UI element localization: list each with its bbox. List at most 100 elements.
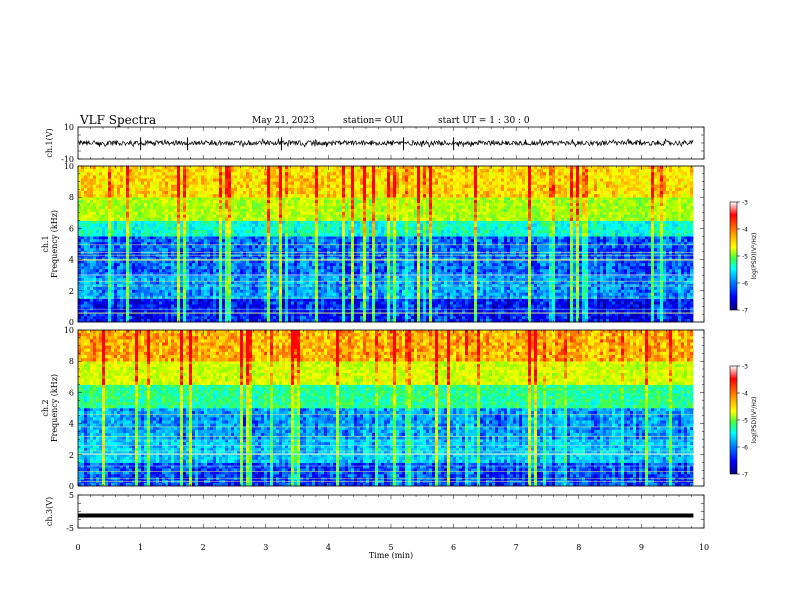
spectrogram-cell (621, 278, 624, 281)
spectrogram-cell (498, 251, 501, 254)
spectrogram-cell (432, 304, 435, 307)
spectrogram-cell (570, 299, 573, 302)
spectrogram-cell (171, 302, 174, 305)
spectrogram-cell (465, 304, 468, 307)
spectrogram-cell (651, 251, 654, 254)
spectrogram-cell (426, 302, 429, 305)
spectrogram-cell (663, 296, 666, 299)
spectrogram-cell (327, 248, 330, 251)
spectrogram-cell (258, 302, 261, 305)
spectrogram-cell (396, 251, 399, 254)
spectrogram-cell (318, 281, 321, 284)
spectrogram-cell (156, 281, 159, 284)
spectrogram-cell (543, 302, 546, 305)
spectrogram-cell (681, 284, 684, 287)
spectrogram-cell (669, 310, 672, 313)
spectrogram-cell (564, 254, 567, 257)
spectrogram-cell (294, 239, 297, 242)
spectrogram-cell (624, 248, 627, 251)
spectrogram-cell (441, 245, 444, 248)
spectrogram-cell (315, 278, 318, 281)
spectrogram-cell (618, 299, 621, 302)
spectrogram-cell (216, 284, 219, 287)
spectrogram-cell (573, 245, 576, 248)
spectrogram-cell (636, 281, 639, 284)
spectrogram-cell (399, 251, 402, 254)
spectrogram-cell (297, 284, 300, 287)
spectrogram-cell (663, 278, 666, 281)
spectrogram-cell (156, 251, 159, 254)
spectrogram-cell (459, 257, 462, 260)
spectrogram-cell (537, 290, 540, 293)
spectrogram-cell (267, 296, 270, 299)
spectrogram-cell (93, 251, 96, 254)
spectrogram-cell (495, 310, 498, 313)
spectrogram-cell (558, 239, 561, 242)
spectrogram-cell (213, 245, 216, 248)
spectrogram-cell (267, 310, 270, 313)
spectrogram-cell (453, 296, 456, 299)
spectrogram-cell (186, 254, 189, 257)
spectrogram-cell (528, 281, 531, 284)
spectrogram-cell (462, 302, 465, 305)
spectrogram-cell (243, 287, 246, 290)
spectrogram-cell (348, 293, 351, 296)
spectrogram-cell (378, 251, 381, 254)
spectrogram-cell (420, 278, 423, 281)
spectrogram-cell (168, 290, 171, 293)
spectrogram-cell (252, 290, 255, 293)
spectrogram-cell (381, 287, 384, 290)
spectrogram-cell (633, 245, 636, 248)
spectrogram-cell (114, 239, 117, 242)
spectrogram-cell (513, 296, 516, 299)
spectrogram-cell (327, 296, 330, 299)
spectrogram-cell (237, 316, 240, 319)
spectrogram-cell (390, 316, 393, 319)
spectrogram-cell (243, 296, 246, 299)
spectrogram-cell (165, 290, 168, 293)
spectrogram-cell (282, 239, 285, 242)
spectrogram-cell (561, 284, 564, 287)
spectrogram-cell (510, 281, 513, 284)
spectrogram-cell (402, 310, 405, 313)
spectrogram-cell (297, 287, 300, 290)
spectrogram-cell (126, 290, 129, 293)
spectrogram-cell (555, 284, 558, 287)
spectrogram-cell (657, 302, 660, 305)
spectrogram-cell (216, 310, 219, 313)
spectrogram-cell (306, 310, 309, 313)
spectrogram-cell (141, 304, 144, 307)
spectrogram-cell (567, 296, 570, 299)
spectrogram-cell (447, 236, 450, 239)
spectrogram-cell (228, 299, 231, 302)
spectrogram-cell (645, 287, 648, 290)
spectrogram-cell (588, 281, 591, 284)
spectrogram-cell (474, 299, 477, 302)
spectrogram-cell (402, 316, 405, 319)
spectrogram-cell (315, 310, 318, 313)
spectrogram-cell (147, 251, 150, 254)
spectrogram-cell (93, 287, 96, 290)
spectrogram-cell (405, 284, 408, 287)
spectrogram-cell (516, 248, 519, 251)
spectrogram-cell (354, 254, 357, 257)
spectrogram-cell (606, 293, 609, 296)
spectrogram-cell (651, 293, 654, 296)
spectrogram-cell (489, 302, 492, 305)
spectrogram-cell (456, 299, 459, 302)
spectrogram-cell (162, 248, 165, 251)
spectrogram-cell (627, 236, 630, 239)
spectrogram-cell (240, 287, 243, 290)
spectrogram-cell (465, 310, 468, 313)
spectrogram-cell (99, 257, 102, 260)
spectrogram-cell (339, 293, 342, 296)
spectrogram-cell (465, 254, 468, 257)
spectrogram-cell (132, 254, 135, 257)
spectrogram-cell (615, 254, 618, 257)
spectrogram-cell (135, 287, 138, 290)
spectrogram-cell (186, 310, 189, 313)
spectrogram-cell (162, 316, 165, 319)
spectrogram-cell (192, 248, 195, 251)
spectrogram-cell (381, 290, 384, 293)
spectrogram-cell (567, 304, 570, 307)
